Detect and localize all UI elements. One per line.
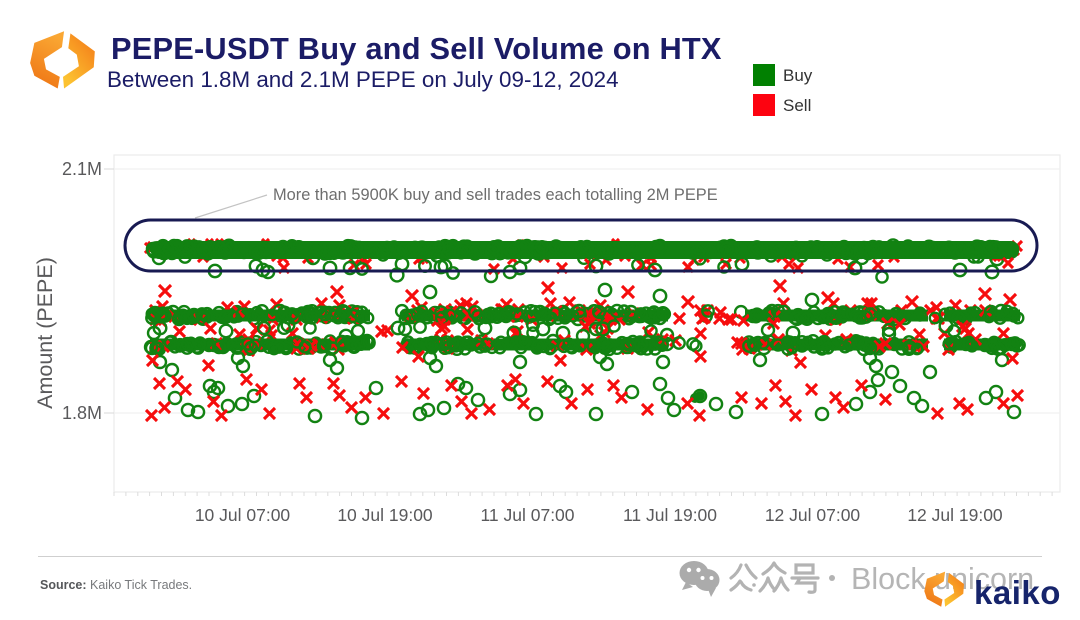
- svg-text:kaiko: kaiko: [974, 574, 1061, 611]
- svg-text:11 Jul 07:00: 11 Jul 07:00: [480, 505, 574, 525]
- svg-text:Amount (PEPE): Amount (PEPE): [33, 257, 57, 409]
- svg-text:2.1M: 2.1M: [62, 159, 102, 179]
- svg-text:1.8M: 1.8M: [62, 403, 102, 423]
- svg-text:10 Jul 07:00: 10 Jul 07:00: [195, 505, 291, 525]
- svg-text:More than 5900K buy and sell t: More than 5900K buy and sell trades each…: [273, 186, 718, 204]
- svg-text:12 Jul 19:00: 12 Jul 19:00: [907, 505, 1003, 525]
- svg-text:10 Jul 19:00: 10 Jul 19:00: [337, 505, 433, 525]
- svg-text:11 Jul 19:00: 11 Jul 19:00: [623, 505, 717, 525]
- svg-text:12 Jul 07:00: 12 Jul 07:00: [765, 505, 861, 525]
